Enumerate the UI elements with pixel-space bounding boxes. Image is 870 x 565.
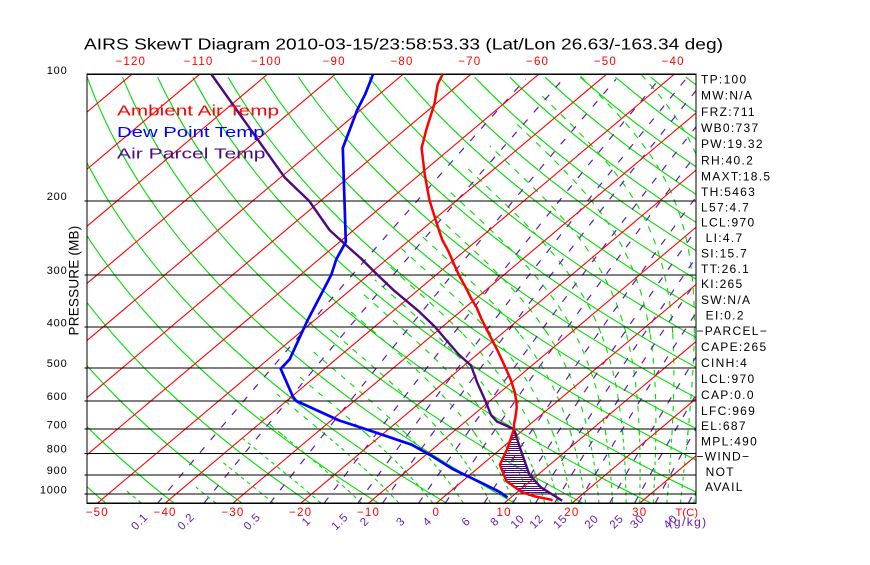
svg-text:AVAIL: AVAIL [701, 480, 744, 494]
svg-text:−100: −100 [251, 56, 282, 68]
svg-text:−90: −90 [323, 56, 346, 68]
svg-text:500: 500 [47, 358, 68, 370]
svg-text:MPL:490: MPL:490 [701, 434, 758, 448]
svg-text:−80: −80 [390, 56, 413, 68]
svg-text:LCL:970: LCL:970 [701, 372, 755, 386]
svg-text:CINH:4: CINH:4 [701, 356, 748, 370]
svg-text:EI:0.2: EI:0.2 [701, 309, 745, 323]
svg-text:WB0:737: WB0:737 [701, 121, 759, 135]
svg-text:FRZ:711: FRZ:711 [701, 105, 756, 119]
svg-text:300: 300 [47, 265, 68, 277]
svg-text:−20: −20 [289, 507, 312, 519]
svg-text:EL:687: EL:687 [701, 419, 747, 433]
svg-text:−40: −40 [154, 507, 177, 519]
svg-text:−PARCEL−: −PARCEL− [697, 324, 769, 338]
svg-text:−70: −70 [458, 56, 481, 68]
svg-text:LI:4.7: LI:4.7 [701, 231, 743, 245]
svg-text:TP:100: TP:100 [701, 73, 748, 87]
svg-text:10: 10 [496, 507, 511, 519]
svg-text:MW:N/A: MW:N/A [701, 89, 753, 103]
svg-text:PW:19.32: PW:19.32 [701, 137, 764, 151]
svg-text:T(C): T(C) [676, 507, 699, 519]
svg-text:−60: −60 [526, 56, 549, 68]
svg-text:TH:5463: TH:5463 [701, 185, 756, 199]
svg-text:CAP:0.0: CAP:0.0 [701, 388, 755, 402]
svg-text:CAPE:265: CAPE:265 [701, 340, 767, 354]
svg-text:−40: −40 [662, 56, 685, 68]
svg-text:RH:40.2: RH:40.2 [701, 153, 754, 167]
svg-text:20: 20 [564, 507, 579, 519]
svg-text:0: 0 [432, 507, 440, 519]
svg-text:Dew Point Temp: Dew Point Temp [117, 124, 265, 141]
svg-text:NOT: NOT [701, 465, 735, 479]
svg-text:1000: 1000 [40, 484, 68, 496]
svg-text:400: 400 [47, 317, 68, 329]
svg-text:700: 700 [47, 419, 68, 431]
svg-text:−30: −30 [221, 507, 244, 519]
svg-text:MAXT:18.5: MAXT:18.5 [701, 170, 771, 184]
svg-text:KI:265: KI:265 [701, 277, 744, 291]
svg-text:100: 100 [47, 65, 68, 77]
svg-text:LFC:969: LFC:969 [701, 404, 756, 418]
svg-text:TT:26.1: TT:26.1 [701, 262, 750, 276]
svg-text:−110: −110 [184, 56, 214, 68]
svg-text:−50: −50 [86, 507, 109, 519]
svg-text:−10: −10 [357, 507, 380, 519]
svg-text:Ambient Air Temp: Ambient Air Temp [117, 102, 279, 119]
svg-text:(g/kg): (g/kg) [669, 515, 708, 529]
svg-text:PRESSURE (MB): PRESSURE (MB) [66, 226, 81, 336]
svg-text:800: 800 [47, 444, 68, 456]
svg-text:L57:4.7: L57:4.7 [701, 200, 750, 214]
svg-text:30: 30 [632, 507, 647, 519]
svg-text:900: 900 [47, 465, 68, 477]
svg-text:SW:N/A: SW:N/A [701, 293, 751, 307]
svg-text:LCL:970: LCL:970 [701, 216, 755, 230]
svg-text:Air Parcel Temp: Air Parcel Temp [117, 145, 266, 162]
svg-text:600: 600 [47, 391, 68, 403]
svg-text:AIRS SkewT Diagram 2010-03-15/: AIRS SkewT Diagram 2010-03-15/23:58:53.3… [84, 37, 723, 54]
svg-text:−120: −120 [115, 56, 146, 68]
svg-text:−50: −50 [594, 56, 617, 68]
svg-text:SI:15.7: SI:15.7 [701, 247, 748, 261]
svg-text:−WIND−: −WIND− [697, 450, 751, 464]
svg-text:200: 200 [47, 191, 68, 203]
